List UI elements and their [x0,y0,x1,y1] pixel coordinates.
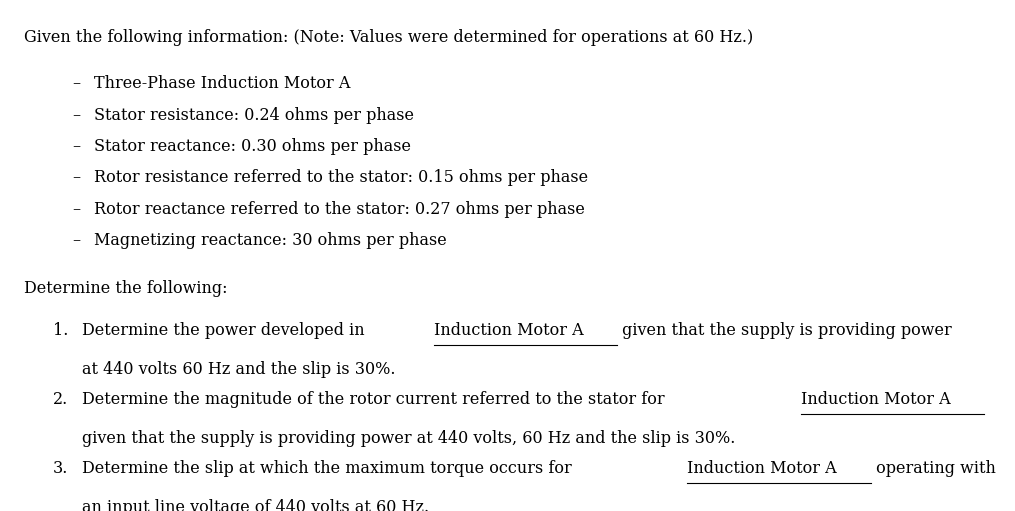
Text: –: – [72,232,80,249]
Text: operating with: operating with [871,460,996,477]
Text: 1.: 1. [53,322,68,339]
Text: Determine the following:: Determine the following: [24,281,227,297]
Text: Determine the slip at which the maximum torque occurs for: Determine the slip at which the maximum … [82,460,577,477]
Text: –: – [72,107,80,124]
Text: given that the supply is providing power: given that the supply is providing power [617,322,952,339]
Text: –: – [72,75,80,92]
Text: –: – [72,170,80,187]
Text: Stator resistance: 0.24 ohms per phase: Stator resistance: 0.24 ohms per phase [94,107,414,124]
Text: given that the supply is providing power at 440 volts, 60 Hz and the slip is 30%: given that the supply is providing power… [82,430,735,447]
Text: Induction Motor A: Induction Motor A [434,322,584,339]
Text: Induction Motor A: Induction Motor A [687,460,837,477]
Text: Determine the magnitude of the rotor current referred to the stator for: Determine the magnitude of the rotor cur… [82,391,670,408]
Text: 2.: 2. [53,391,68,408]
Text: Determine the power developed in: Determine the power developed in [82,322,369,339]
Text: Rotor reactance referred to the stator: 0.27 ohms per phase: Rotor reactance referred to the stator: … [94,201,586,218]
Text: at 440 volts 60 Hz and the slip is 30%.: at 440 volts 60 Hz and the slip is 30%. [82,361,395,378]
Text: Rotor resistance referred to the stator: 0.15 ohms per phase: Rotor resistance referred to the stator:… [94,170,589,187]
Text: 3.: 3. [53,460,68,477]
Text: Induction Motor A: Induction Motor A [801,391,951,408]
Text: an input line voltage of 440 volts at 60 Hz.: an input line voltage of 440 volts at 60… [82,499,429,511]
Text: Stator reactance: 0.30 ohms per phase: Stator reactance: 0.30 ohms per phase [94,138,411,155]
Text: –: – [72,138,80,155]
Text: Magnetizing reactance: 30 ohms per phase: Magnetizing reactance: 30 ohms per phase [94,232,447,249]
Text: –: – [72,201,80,218]
Text: Given the following information: (Note: Values were determined for operations at: Given the following information: (Note: … [24,29,753,47]
Text: Three-Phase Induction Motor A: Three-Phase Induction Motor A [94,75,351,92]
